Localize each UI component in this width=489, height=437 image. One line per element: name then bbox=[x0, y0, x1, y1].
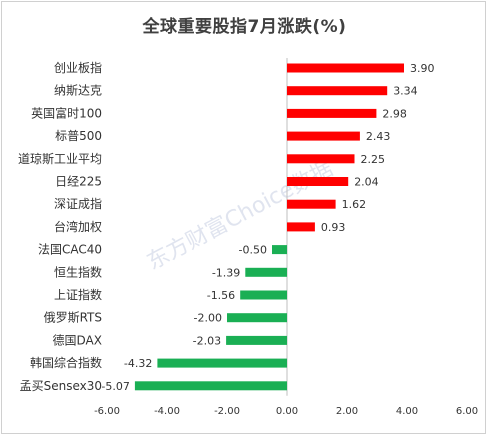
bar bbox=[287, 131, 360, 141]
category-label: 俄罗斯RTS bbox=[44, 311, 102, 325]
data-label: 3.90 bbox=[410, 62, 435, 75]
data-label: 2.25 bbox=[361, 153, 386, 166]
category-label: 韩国综合指数 bbox=[30, 355, 102, 370]
category-label: 纳斯达克 bbox=[54, 84, 102, 98]
bar bbox=[287, 222, 315, 232]
data-label: -4.32 bbox=[124, 357, 152, 370]
x-tick-label: -4.00 bbox=[154, 406, 180, 417]
data-label: 2.43 bbox=[366, 130, 391, 143]
x-tick-label: -6.00 bbox=[94, 406, 120, 417]
bar bbox=[287, 177, 349, 186]
category-label: 标普500 bbox=[55, 129, 102, 143]
bar bbox=[272, 245, 287, 255]
data-label: -2.03 bbox=[193, 334, 221, 347]
category-label: 德国DAX bbox=[53, 332, 102, 347]
data-label: 2.98 bbox=[382, 107, 407, 120]
bar bbox=[287, 108, 377, 118]
bar bbox=[287, 154, 355, 164]
category-label: 道琼斯工业平均 bbox=[18, 151, 102, 166]
watermark: 东方财富Choice数据 bbox=[143, 156, 337, 275]
data-label: -1.56 bbox=[207, 289, 235, 302]
data-label: 3.34 bbox=[393, 85, 418, 98]
bar bbox=[227, 313, 287, 323]
data-label: 2.04 bbox=[354, 176, 379, 189]
data-label: -5.07 bbox=[101, 380, 129, 393]
category-label: 台湾加权 bbox=[54, 219, 102, 234]
data-label: 0.93 bbox=[321, 221, 346, 234]
data-label: -2.00 bbox=[194, 312, 222, 325]
category-label: 恒生指数 bbox=[54, 264, 102, 279]
bar bbox=[134, 381, 287, 391]
bar bbox=[287, 63, 404, 73]
data-label: -0.50 bbox=[239, 244, 267, 257]
chart-title: 全球重要股指7月涨跌(%) bbox=[142, 17, 347, 37]
bar bbox=[287, 199, 336, 209]
data-label: -1.39 bbox=[212, 266, 240, 279]
bar bbox=[157, 358, 287, 368]
bar bbox=[226, 335, 287, 345]
x-tick-label: 4.00 bbox=[396, 406, 418, 417]
bar bbox=[287, 86, 388, 96]
x-tick-label: -2.00 bbox=[214, 406, 240, 417]
category-label: 法国CAC40 bbox=[38, 243, 102, 257]
x-tick-label: 2.00 bbox=[336, 406, 358, 417]
bar bbox=[245, 267, 287, 277]
category-label: 上证指数 bbox=[54, 287, 102, 302]
category-label: 日经225 bbox=[55, 175, 102, 189]
category-label: 孟买Sensex30 bbox=[20, 379, 102, 393]
bar bbox=[240, 290, 287, 300]
data-label: 1.62 bbox=[342, 198, 367, 211]
category-label: 英国富时100 bbox=[31, 105, 102, 120]
category-label: 深证成指 bbox=[54, 196, 102, 211]
x-tick-label: 0.00 bbox=[276, 406, 298, 417]
x-tick-label: 6.00 bbox=[456, 406, 478, 417]
category-label: 创业板指 bbox=[54, 60, 102, 75]
